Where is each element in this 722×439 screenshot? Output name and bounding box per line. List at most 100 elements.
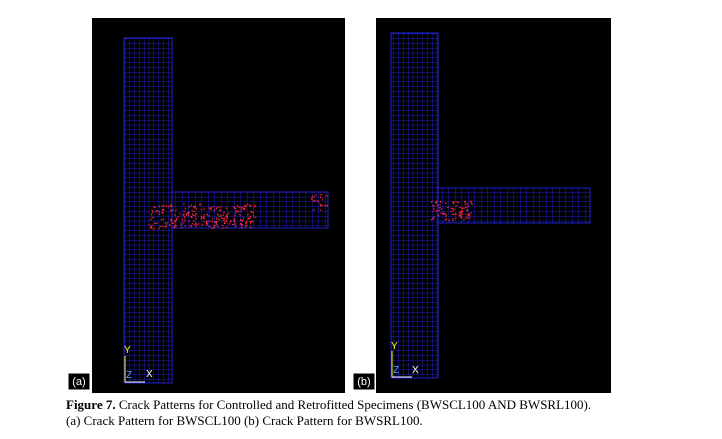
crack	[247, 217, 249, 220]
crack	[225, 213, 229, 216]
axis-z-label: Z	[393, 365, 399, 376]
crack	[188, 220, 191, 222]
crack	[235, 209, 237, 212]
panel-label-box	[67, 372, 91, 391]
crack	[239, 222, 242, 225]
axis-x-label: X	[146, 369, 153, 380]
crack	[241, 219, 244, 222]
crack	[211, 217, 214, 220]
crack	[249, 205, 253, 208]
crack	[189, 215, 193, 218]
crack	[209, 207, 212, 210]
crack	[456, 201, 459, 204]
crack	[452, 213, 455, 216]
crack	[219, 209, 222, 212]
crack	[461, 212, 464, 215]
crack	[150, 227, 154, 230]
figure-graphic: (a) Y Z X (b) Y Z X	[67, 18, 611, 393]
crack	[466, 208, 469, 211]
crack	[154, 222, 157, 225]
crack	[214, 220, 217, 223]
crack	[251, 220, 254, 223]
crack	[210, 226, 213, 230]
crack	[222, 227, 225, 229]
crack	[239, 219, 242, 222]
crack	[464, 201, 466, 204]
crack	[187, 214, 190, 217]
crack	[161, 211, 164, 214]
crack	[233, 218, 236, 221]
crack	[245, 224, 248, 227]
crack	[452, 209, 454, 212]
crack	[174, 221, 177, 223]
crack	[247, 213, 250, 216]
crack	[232, 206, 235, 208]
crack	[182, 221, 185, 224]
crack	[218, 209, 221, 212]
axis-y-label: Y	[124, 345, 131, 356]
crack	[159, 225, 162, 228]
crack	[437, 209, 441, 212]
crack	[182, 213, 185, 215]
crack	[155, 222, 159, 224]
caption-text: Crack Patterns for Controlled and Retrof…	[118, 397, 592, 412]
crack	[215, 223, 218, 226]
crack	[459, 206, 462, 209]
crack	[458, 212, 460, 215]
crack	[192, 219, 195, 222]
crack	[192, 214, 195, 217]
crack	[170, 205, 173, 208]
crack	[165, 224, 168, 227]
crack	[149, 218, 152, 221]
crack	[218, 218, 221, 221]
crack	[191, 209, 193, 212]
crack	[438, 206, 441, 209]
crack	[439, 200, 442, 204]
crack	[229, 220, 232, 223]
panel-a: (a) Y Z X	[67, 18, 345, 393]
crack	[244, 225, 247, 228]
crack	[451, 213, 454, 216]
crack	[166, 221, 169, 224]
crack	[310, 197, 313, 200]
beam-mesh	[171, 191, 329, 229]
crack	[236, 204, 239, 207]
caption-text: (a) Crack Pattern for BWSCL100 (b) Crack…	[66, 413, 423, 428]
crack	[464, 203, 467, 206]
crack	[200, 217, 203, 220]
crack	[249, 217, 251, 220]
crack	[325, 194, 328, 197]
crack	[244, 205, 247, 208]
crack	[444, 218, 447, 222]
axis-z-label: Z	[126, 370, 132, 381]
crack	[180, 224, 183, 226]
crack	[175, 209, 177, 212]
crack	[149, 226, 152, 229]
crack	[192, 205, 195, 208]
crack	[195, 217, 197, 220]
crack	[184, 224, 187, 228]
column-mesh	[390, 32, 439, 379]
crack	[161, 211, 163, 215]
crack	[444, 202, 448, 205]
crack	[314, 194, 318, 196]
crack	[226, 216, 228, 219]
crack	[186, 211, 190, 214]
crack	[195, 207, 198, 210]
crack	[240, 223, 243, 226]
crack	[245, 222, 248, 225]
crack	[313, 195, 316, 198]
column-mesh	[123, 37, 173, 384]
crack	[191, 222, 194, 225]
crack	[213, 209, 215, 212]
caption-line: Figure 7. Crack Patterns for Controlled …	[66, 397, 591, 413]
crack	[168, 223, 171, 227]
beam-mesh	[437, 187, 591, 224]
crack	[240, 224, 244, 227]
panel-label-box	[352, 372, 376, 391]
crack	[311, 198, 314, 201]
crack	[208, 207, 211, 210]
crack	[188, 206, 190, 209]
crack	[467, 204, 469, 207]
crack	[208, 225, 211, 227]
